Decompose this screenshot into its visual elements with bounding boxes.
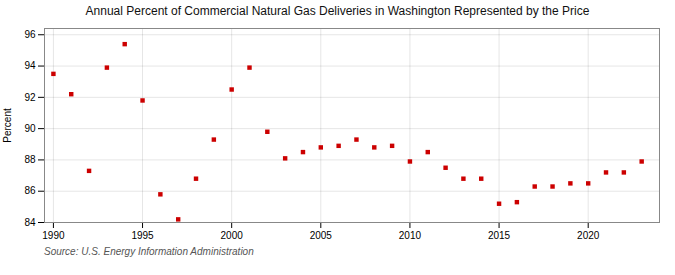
svg-text:1995: 1995 (131, 230, 154, 241)
svg-text:2005: 2005 (310, 230, 333, 241)
svg-text:96: 96 (24, 29, 36, 40)
svg-text:2010: 2010 (399, 230, 422, 241)
html-text:Source: U.S. Energy Informatio: Source: U.S. Energy Information Administ… (44, 246, 254, 257)
svg-text:2020: 2020 (577, 230, 600, 241)
svg-text:88: 88 (24, 154, 36, 165)
svg-text:86: 86 (24, 185, 36, 196)
svg-text:92: 92 (24, 92, 36, 103)
svg-text:90: 90 (24, 123, 36, 134)
html-text:Annual Percent of Commercial N: Annual Percent of Commercial Natural Gas… (85, 4, 590, 18)
svg-text:Percent: Percent (2, 108, 13, 143)
svg-text:94: 94 (24, 60, 36, 71)
svg-text:84: 84 (24, 217, 36, 228)
svg-text:2015: 2015 (488, 230, 511, 241)
svg-text:1990: 1990 (42, 230, 65, 241)
svg-text:2000: 2000 (221, 230, 244, 241)
